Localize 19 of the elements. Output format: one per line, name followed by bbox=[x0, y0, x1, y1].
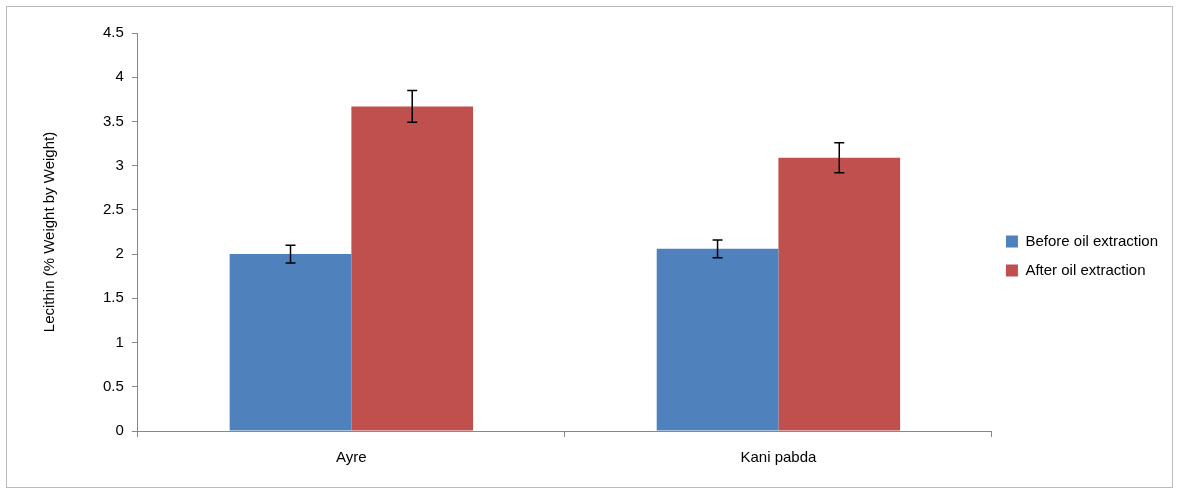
y-tick-label: 3.5 bbox=[102, 111, 124, 129]
y-tick-label: 2 bbox=[115, 244, 124, 262]
y-tick-label: 4.5 bbox=[102, 23, 124, 41]
legend-label: After oil extraction bbox=[1025, 260, 1146, 278]
bar bbox=[778, 157, 901, 431]
y-tick-label: 2.5 bbox=[102, 200, 124, 218]
bar bbox=[351, 106, 474, 431]
y-tick-label: 0.5 bbox=[102, 376, 124, 394]
y-tick-label: 1 bbox=[115, 332, 124, 350]
legend-label: Before oil extraction bbox=[1025, 231, 1159, 249]
bar bbox=[656, 248, 779, 431]
bar bbox=[229, 254, 352, 431]
y-axis-title: Lecithin (% Weight by Weight) bbox=[40, 131, 58, 333]
y-tick-label: 3 bbox=[115, 155, 124, 173]
y-tick-label: 1.5 bbox=[102, 288, 124, 306]
y-tick-label: 0 bbox=[115, 421, 124, 439]
x-tick-label: Kani pabda bbox=[740, 448, 818, 466]
y-tick-label: 4 bbox=[115, 67, 124, 85]
x-tick-label: Ayre bbox=[336, 448, 367, 466]
